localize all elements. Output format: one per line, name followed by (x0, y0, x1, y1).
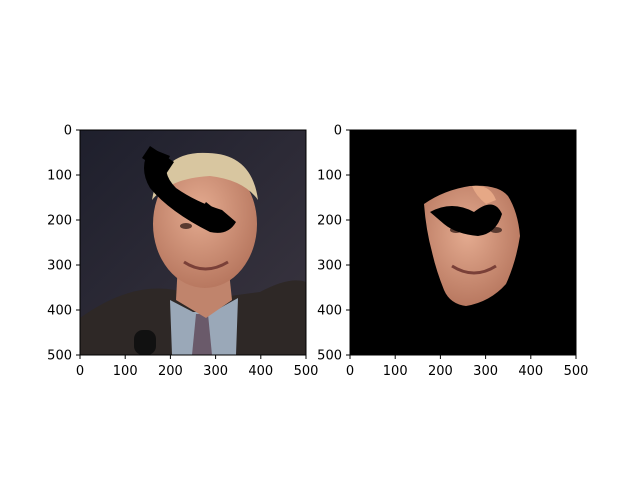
left-x-tick-label: 100 (113, 364, 138, 379)
right-image (350, 130, 576, 355)
left-axes: 0 100 200 300 400 500 0 100 200 300 400 500 (47, 124, 318, 380)
left-y-tick-label: 200 (47, 214, 72, 229)
right-x-tick-label: 200 (428, 364, 453, 379)
left-y-tick-label: 300 (47, 259, 72, 274)
left-image-panel (80, 130, 306, 355)
right-x-tick-label: 0 (346, 364, 354, 379)
left-y-tick-label: 0 (64, 124, 72, 139)
left-x-tick-label: 0 (76, 364, 84, 379)
left-y-tick-label: 500 (47, 349, 72, 364)
left-x-tick-label: 300 (203, 364, 228, 379)
right-y-tick-label: 0 (334, 124, 342, 139)
right-y-tick-label: 500 (317, 349, 342, 364)
right-x-tick-label: 300 (473, 364, 498, 379)
left-x-tick-label: 400 (248, 364, 273, 379)
left-axes-frame (79, 129, 307, 356)
right-y-tick-label: 100 (317, 169, 342, 184)
right-axes-frame (349, 129, 577, 356)
left-y-tick-label: 400 (47, 304, 72, 319)
right-x-tick-label: 100 (383, 364, 408, 379)
occlusion-mark (430, 204, 502, 236)
right-y-tick-label: 200 (317, 214, 342, 229)
left-x-tick-label: 200 (158, 364, 183, 379)
left-y-tick-label: 100 (47, 169, 72, 184)
occlusion-mark (142, 146, 236, 233)
right-x-tick-label: 500 (564, 364, 589, 379)
right-x-tick-label: 400 (518, 364, 543, 379)
right-y-tick-label: 300 (317, 259, 342, 274)
right-y-tick-label: 400 (317, 304, 342, 319)
left-x-tick-label: 500 (294, 364, 319, 379)
right-axes: 0 100 200 300 400 500 0 100 200 300 400 500 (317, 124, 588, 380)
left-image (80, 130, 306, 355)
right-image-panel (350, 130, 576, 355)
